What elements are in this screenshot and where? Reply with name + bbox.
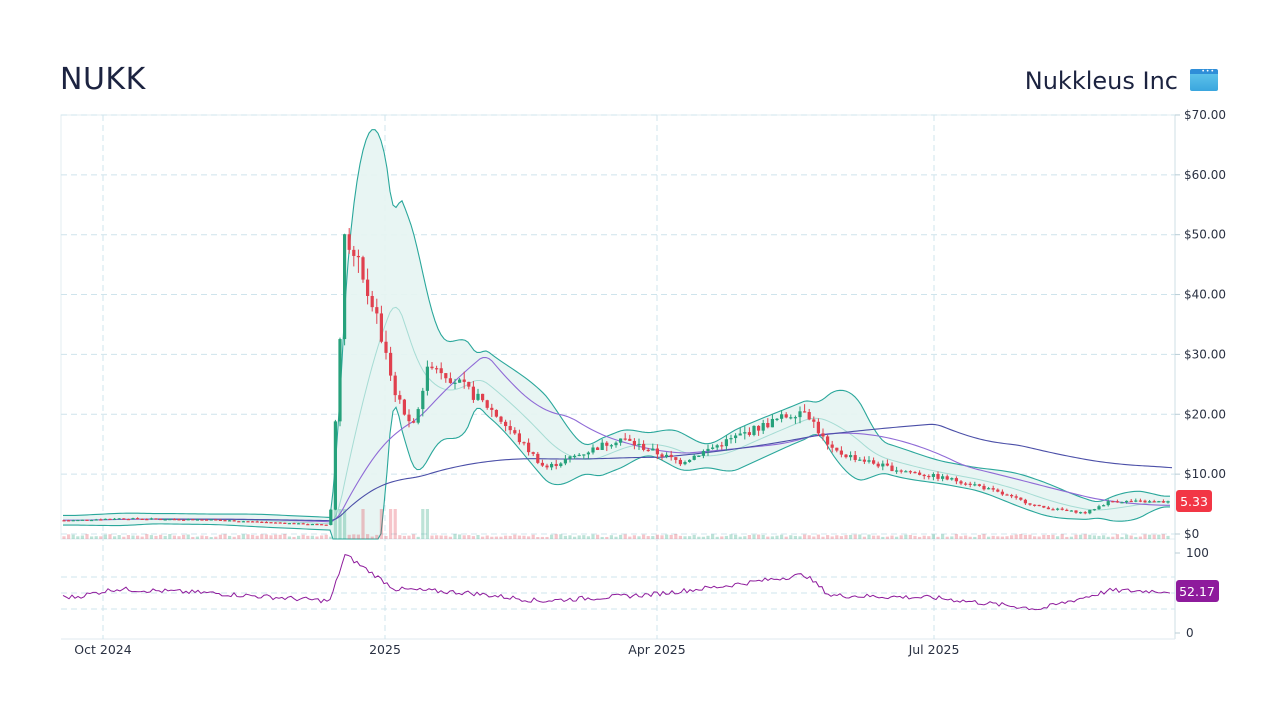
svg-text:$10.00: $10.00 xyxy=(1184,467,1226,481)
svg-text:100: 100 xyxy=(1186,546,1209,560)
svg-text:Jul 2025: Jul 2025 xyxy=(908,642,960,657)
svg-text:$60.00: $60.00 xyxy=(1184,168,1226,182)
app-window-icon: ••• xyxy=(1190,69,1218,91)
company-name: Nukkleus Inc xyxy=(1024,67,1178,95)
candlesticks xyxy=(62,228,1170,526)
svg-text:$70.00: $70.00 xyxy=(1184,108,1226,122)
svg-text:Apr 2025: Apr 2025 xyxy=(628,642,685,657)
volume-bars xyxy=(62,509,1170,539)
bollinger-bands xyxy=(63,129,1171,540)
svg-text:$40.00: $40.00 xyxy=(1184,288,1226,302)
svg-text:$0: $0 xyxy=(1184,527,1199,541)
moving-averages xyxy=(63,356,1173,523)
ticker-symbol: NUKK xyxy=(60,62,146,97)
grid-lines xyxy=(61,114,1175,639)
svg-text:0: 0 xyxy=(1186,626,1194,640)
svg-text:Oct 2024: Oct 2024 xyxy=(74,642,131,657)
svg-text:$50.00: $50.00 xyxy=(1184,228,1226,242)
rsi-panel xyxy=(62,554,1171,611)
svg-text:5.33: 5.33 xyxy=(1180,494,1208,509)
svg-text:52.17: 52.17 xyxy=(1179,584,1215,599)
svg-text:2025: 2025 xyxy=(369,642,401,657)
axis-labels: $0 $10.00 $20.00 $30.00 $40.00 $50.00 $60.00 $7… xyxy=(74,108,1226,657)
svg-text:$20.00: $20.00 xyxy=(1184,407,1226,421)
value-badges: 5.33 52.17 xyxy=(1176,490,1219,602)
svg-text:$30.00: $30.00 xyxy=(1184,347,1226,361)
